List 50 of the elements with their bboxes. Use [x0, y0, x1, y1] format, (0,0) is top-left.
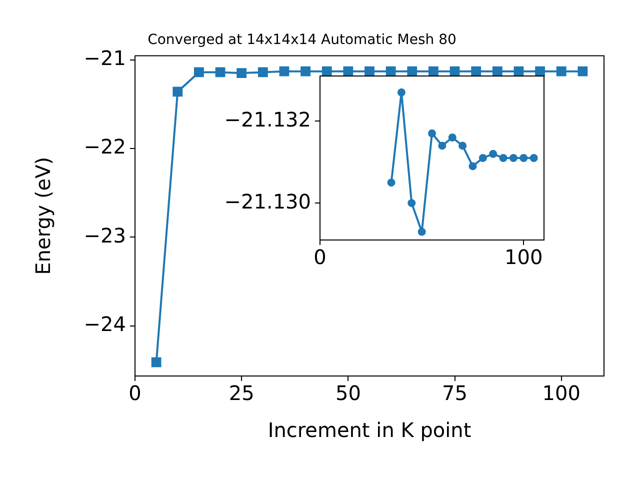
point — [428, 66, 438, 76]
point — [300, 66, 310, 76]
x-tick-label: 25 — [228, 381, 254, 406]
point — [478, 154, 487, 162]
point — [397, 88, 406, 96]
point — [172, 86, 183, 97]
point — [215, 67, 226, 78]
point — [448, 134, 456, 142]
point — [387, 178, 396, 187]
point — [535, 66, 545, 76]
point — [509, 154, 518, 162]
point — [578, 66, 588, 76]
point — [236, 68, 247, 78]
x-axis-title: Increment in K point — [268, 418, 472, 442]
point — [408, 199, 416, 208]
y-tick-label: −21 — [84, 46, 126, 70]
y-tick-label: −24 — [84, 312, 126, 336]
chart-title: Converged at 14x14x14 Automatic Mesh 80 — [148, 32, 456, 48]
x-tick-label: 0 — [314, 245, 326, 270]
x-tick-label: 100 — [504, 245, 543, 270]
x-tick-label: 0 — [128, 381, 142, 406]
point — [322, 66, 332, 76]
y-tick-label: −23 — [84, 223, 126, 248]
x-tick-label: 75 — [442, 381, 468, 406]
x-tick-label: 100 — [542, 381, 580, 406]
point — [489, 150, 498, 158]
point — [386, 66, 396, 76]
point — [492, 66, 502, 76]
y-tick-label: −21.130 — [224, 189, 311, 214]
point — [418, 228, 426, 236]
point — [468, 162, 477, 170]
y-axis-title: Energy (eV) — [31, 156, 56, 275]
point — [471, 66, 482, 76]
point — [556, 66, 566, 76]
point — [438, 142, 446, 150]
point — [458, 142, 467, 150]
point — [407, 66, 418, 76]
point — [258, 67, 268, 78]
point — [530, 154, 538, 162]
y-tick-label: −21.132 — [224, 107, 311, 132]
point — [520, 154, 528, 162]
point — [499, 154, 508, 162]
y-tick-label: −22 — [84, 134, 126, 159]
point — [151, 357, 162, 368]
x-tick-label: 50 — [335, 381, 361, 406]
point — [279, 66, 290, 76]
point — [194, 67, 204, 78]
point — [343, 66, 354, 76]
point — [428, 129, 436, 138]
point — [364, 66, 374, 76]
